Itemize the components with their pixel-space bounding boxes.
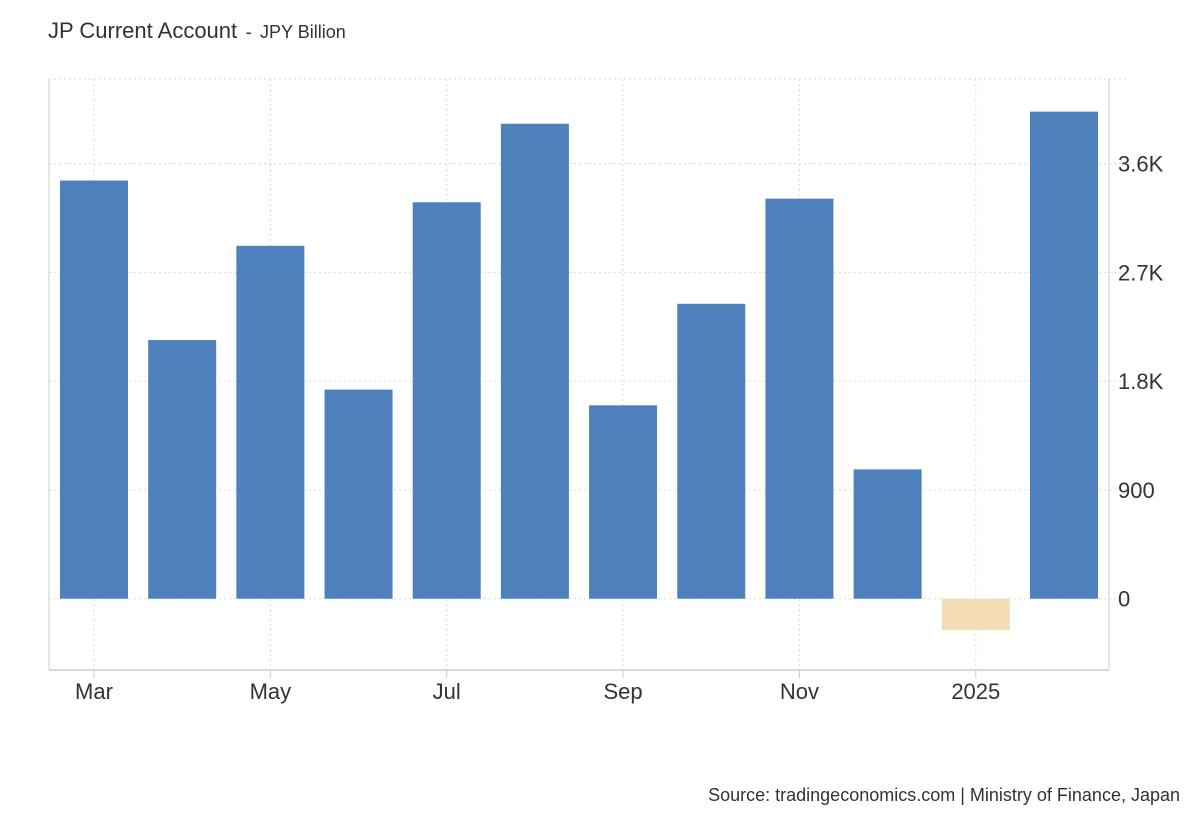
bar-2024-04 xyxy=(148,340,217,599)
bar-2024-05 xyxy=(236,245,305,599)
title-separator: - xyxy=(245,22,252,42)
bar-2024-07 xyxy=(412,202,481,599)
x-tick-label: May xyxy=(250,679,292,704)
bar-2025-01 xyxy=(941,598,1010,631)
bar-2024-03 xyxy=(60,180,128,599)
chart-title: JP Current Account xyxy=(48,18,238,43)
bar-2025-02 xyxy=(1029,111,1098,599)
bar-2024-08 xyxy=(500,123,569,599)
y-tick-label: 2.7K xyxy=(1118,260,1164,285)
bar-2024-12 xyxy=(853,469,922,599)
bar-2024-06 xyxy=(324,389,393,599)
y-tick-label: 900 xyxy=(1118,478,1155,503)
source-attribution: Source: tradingeconomics.com | Ministry … xyxy=(708,785,1180,805)
y-tick-label: 3.6K xyxy=(1118,152,1164,177)
bar-2024-10 xyxy=(677,303,746,599)
bar-2024-11 xyxy=(765,198,834,599)
y-tick-label: 0 xyxy=(1118,587,1130,612)
y-tick-label: 1.8K xyxy=(1118,369,1164,394)
x-tick-label: Nov xyxy=(780,679,819,704)
chart-unit: JPY Billion xyxy=(260,22,346,42)
x-tick-label: Mar xyxy=(75,679,113,704)
bar-2024-09 xyxy=(589,405,658,599)
x-tick-label: Sep xyxy=(604,679,643,704)
chart-title-row: JP Current Account - JPY Billion xyxy=(48,18,346,44)
x-tick-label: Jul xyxy=(433,679,461,704)
x-tick-label: 2025 xyxy=(951,679,1000,704)
